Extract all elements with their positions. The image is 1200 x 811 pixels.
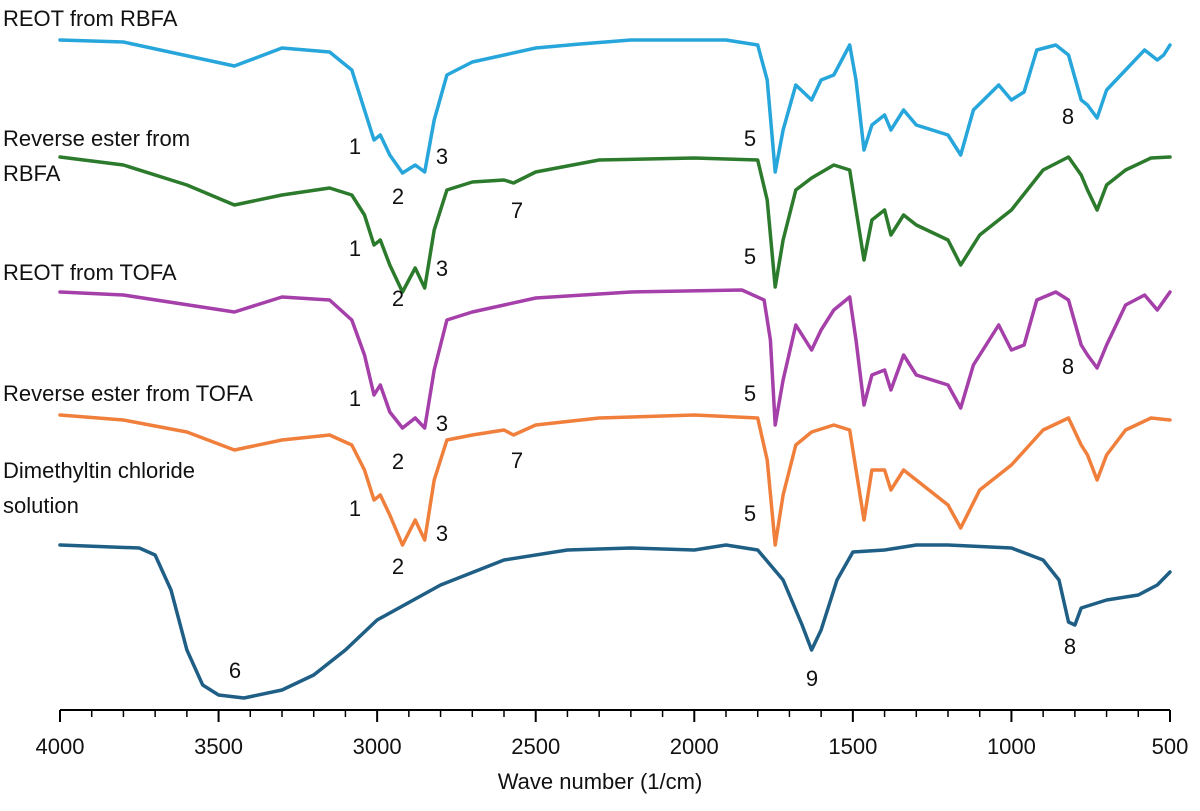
spectrum-line xyxy=(58,543,1172,700)
x-tick-label: 1500 xyxy=(828,734,877,759)
peak-label: 3 xyxy=(436,144,448,169)
peak-label: 5 xyxy=(744,381,756,406)
peak-label: 5 xyxy=(744,126,756,151)
x-tick-label: 3500 xyxy=(194,734,243,759)
spectrum-line xyxy=(58,155,1172,294)
peak-label: 1 xyxy=(349,134,361,159)
x-tick-label: 500 xyxy=(1152,734,1189,759)
peak-label: 6 xyxy=(229,658,241,683)
peak-label: 2 xyxy=(392,286,404,311)
peak-label: 3 xyxy=(436,256,448,281)
peak-label: 2 xyxy=(392,184,404,209)
x-axis-title: Wave number (1/cm) xyxy=(498,769,703,794)
spectrum-line xyxy=(58,288,1172,430)
peak-label: 7 xyxy=(511,198,523,223)
peak-label: 3 xyxy=(436,411,448,436)
peak-label: 1 xyxy=(349,496,361,521)
spectrum-line xyxy=(58,38,1172,175)
peak-label: 1 xyxy=(349,236,361,261)
peak-label: 2 xyxy=(392,449,404,474)
series-label: REOT from RBFA xyxy=(3,6,178,31)
x-tick-label: 3000 xyxy=(353,734,402,759)
peak-label: 1 xyxy=(349,386,361,411)
peak-label: 8 xyxy=(1062,354,1074,379)
x-tick-label: 2000 xyxy=(670,734,719,759)
peak-label: 8 xyxy=(1064,634,1076,659)
spectrum-line xyxy=(58,413,1172,547)
series-label: REOT from TOFA xyxy=(3,260,177,285)
peak-label: 7 xyxy=(511,448,523,473)
peak-label: 3 xyxy=(436,521,448,546)
series-label: Reverse ester from TOFA xyxy=(3,381,253,406)
peak-label: 5 xyxy=(744,501,756,526)
peak-label: 9 xyxy=(806,666,818,691)
peak-label: 5 xyxy=(744,244,756,269)
x-tick-label: 1000 xyxy=(987,734,1036,759)
peak-label: 2 xyxy=(392,554,404,579)
peak-label: 8 xyxy=(1062,104,1074,129)
series-label: Dimethyltin chloride solution xyxy=(3,458,195,518)
x-tick-label: 4000 xyxy=(36,734,85,759)
series-label: Reverse ester from RBFA xyxy=(3,126,191,186)
x-tick-label: 2500 xyxy=(511,734,560,759)
